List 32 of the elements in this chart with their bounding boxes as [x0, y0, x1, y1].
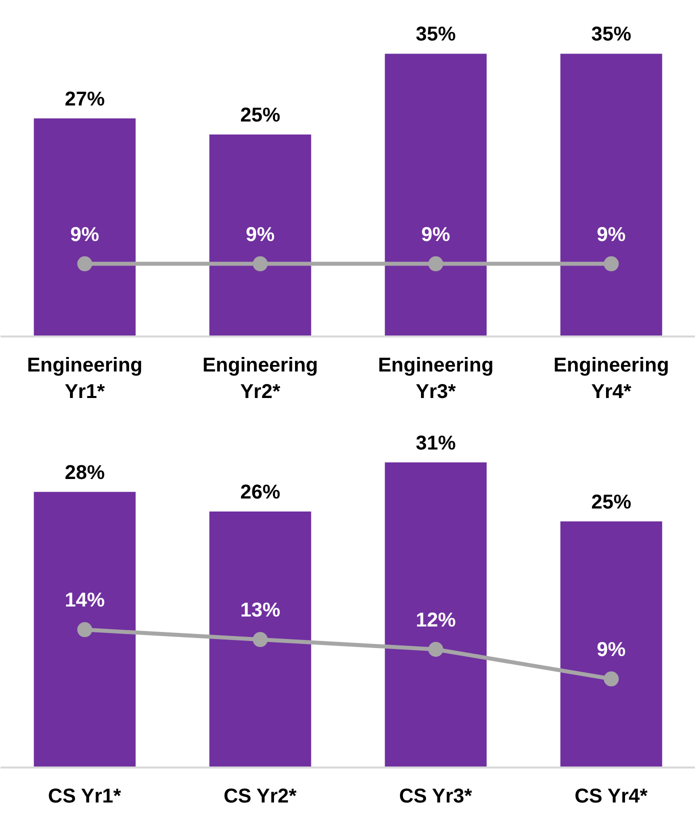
- x-tick-label: Engineering Yr3*: [378, 354, 494, 403]
- bar: [560, 521, 662, 768]
- x-tick-label: CS Yr4*: [574, 786, 648, 808]
- data-label: 26%: [240, 482, 280, 504]
- x-tick-label: CS Yr3*: [399, 786, 472, 808]
- bar: [34, 492, 136, 768]
- data-label: 12%: [416, 609, 456, 632]
- point: [77, 622, 92, 638]
- data-label: 25%: [591, 491, 632, 514]
- point: [604, 671, 619, 686]
- data-label: 27%: [64, 88, 105, 110]
- data-label: 28%: [64, 462, 105, 484]
- bar: [384, 462, 487, 768]
- point: [252, 632, 268, 648]
- point: [428, 642, 444, 657]
- data-label: 9%: [596, 224, 626, 246]
- x-tick-label: Engineering Yr1*: [26, 354, 143, 403]
- data-label: 13%: [240, 600, 280, 622]
- data-label: 25%: [240, 104, 280, 127]
- data-label: 9%: [596, 638, 626, 661]
- x-tick-label: Engineering Yr4*: [553, 354, 670, 403]
- data-label: 31%: [416, 432, 456, 454]
- data-label: 35%: [591, 24, 632, 46]
- data-label: 9%: [70, 224, 100, 246]
- bar: [209, 512, 312, 768]
- x-tick-label: CS Yr1*: [48, 786, 122, 808]
- data-label: 14%: [64, 590, 105, 612]
- x-tick-label: Engineering Yr2*: [202, 354, 318, 403]
- data-label: 35%: [416, 24, 456, 46]
- x-tick-label: CS Yr2*: [224, 786, 297, 808]
- data-label: 9%: [246, 224, 275, 246]
- data-label: 9%: [421, 224, 450, 246]
